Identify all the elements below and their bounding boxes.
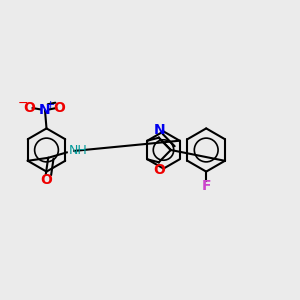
- Text: O: O: [154, 163, 165, 177]
- Text: −: −: [18, 97, 28, 110]
- Text: N: N: [154, 123, 165, 137]
- Text: NH: NH: [69, 144, 88, 158]
- Text: +: +: [46, 100, 55, 110]
- Text: N: N: [39, 103, 51, 117]
- Text: O: O: [53, 101, 65, 115]
- Text: O: O: [23, 101, 35, 115]
- Text: O: O: [40, 173, 52, 187]
- Text: F: F: [201, 179, 211, 193]
